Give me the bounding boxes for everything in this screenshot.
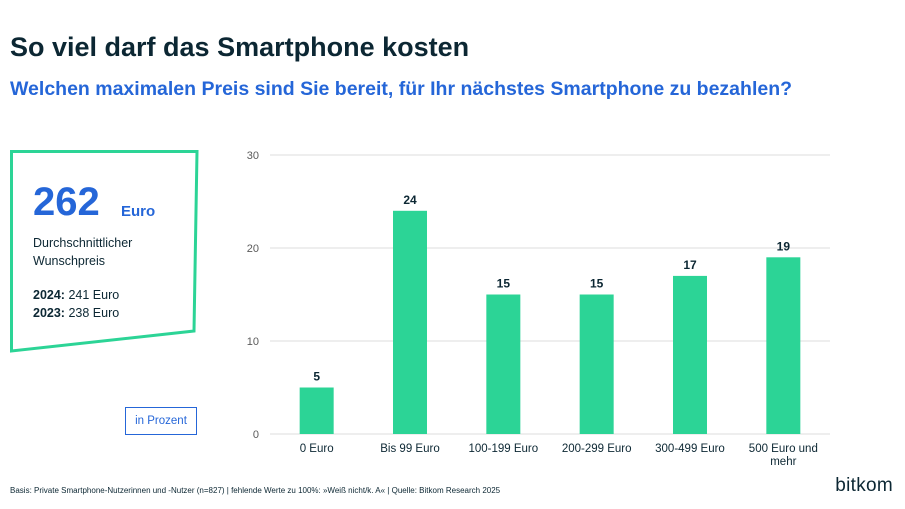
category-label: 100-199 Euro	[468, 443, 538, 455]
bar	[766, 257, 801, 434]
bar	[486, 294, 521, 434]
previous-year-value: 238 Euro	[68, 306, 120, 320]
category-label: 300-499 Euro	[655, 443, 725, 455]
previous-year-value: 241 Euro	[68, 288, 120, 302]
y-tick-label: 20	[247, 243, 259, 255]
category-label: 200-299 Euro	[562, 443, 632, 455]
y-tick-label: 10	[247, 336, 259, 348]
bar	[299, 387, 334, 434]
footnote: Basis: Private Smartphone-Nutzerinnen un…	[10, 486, 501, 495]
unit-note: in Prozent	[125, 407, 197, 435]
chart-subtitle: Welchen maximalen Preis sind Sie bereit,…	[10, 78, 793, 100]
bar	[579, 294, 614, 434]
data-label: 24	[403, 193, 417, 207]
category-label: 500 Euro und	[749, 443, 818, 455]
y-tick-label: 0	[253, 429, 259, 441]
data-label: 5	[313, 370, 320, 384]
previous-year-2024: 2024: 241 Euro	[33, 288, 119, 302]
chart-title: So viel darf das Smartphone kosten	[10, 32, 470, 62]
bitkom-logo: bitkom	[835, 475, 893, 496]
previous-year-2023: 2023: 238 Euro	[33, 306, 119, 320]
data-label: 15	[590, 277, 604, 291]
category-label: mehr	[770, 456, 796, 468]
category-label: 0 Euro	[300, 443, 334, 455]
previous-year-label: 2023:	[33, 306, 65, 320]
average-price-box: 262 Euro Durchschnittlicher Wunschpreis …	[10, 150, 200, 355]
average-price-value: 262	[33, 180, 100, 224]
category-label: Bis 99 Euro	[380, 443, 439, 455]
average-price-description: Durchschnittlicher Wunschpreis	[33, 236, 133, 268]
y-tick-label: 30	[247, 150, 259, 162]
data-label: 17	[683, 258, 697, 272]
box-border	[10, 150, 199, 353]
data-label: 15	[497, 277, 511, 291]
average-price-unit: Euro	[121, 203, 156, 220]
data-label: 19	[777, 239, 791, 253]
bar	[673, 275, 707, 434]
bar	[393, 210, 427, 434]
previous-year-label: 2024:	[33, 288, 65, 302]
